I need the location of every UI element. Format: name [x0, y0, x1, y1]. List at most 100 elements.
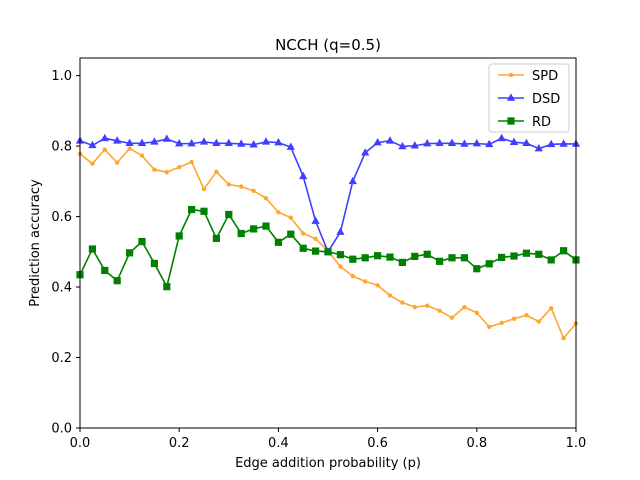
- data-point-spd: [350, 273, 355, 279]
- axes-layer: 0.0 0.2 0.4 0.6 0.8 1.0 0.0 0.2 0.4 0.6 0.8 1.0: [51, 69, 586, 451]
- data-point-spd: [301, 231, 306, 236]
- data-point-spd: [152, 167, 157, 172]
- data-point-dsd: [522, 138, 531, 147]
- legend: SPD DSD RD: [488, 63, 570, 133]
- data-point-spd: [115, 160, 120, 165]
- data-point-dsd: [423, 139, 432, 147]
- data-point-dsd: [88, 140, 97, 149]
- data-point-spd: [536, 319, 541, 324]
- data-point-spd: [189, 159, 194, 165]
- data-point-rd: [225, 210, 233, 219]
- data-point-dsd: [162, 134, 171, 142]
- legend-marker-dsd: [506, 93, 516, 101]
- data-point-spd: [226, 182, 231, 187]
- data-point-dsd: [100, 133, 109, 142]
- data-point-rd: [312, 247, 320, 255]
- data-point-rd: [448, 254, 456, 262]
- data-point-spd: [338, 264, 343, 269]
- data-point-spd: [449, 315, 455, 320]
- y-tick-label: 0.2: [51, 351, 72, 366]
- data-point-rd: [361, 254, 369, 262]
- data-point-spd: [375, 283, 380, 288]
- data-point-rd: [498, 253, 506, 262]
- y-tick-label: 1.0: [51, 69, 72, 84]
- data-point-spd: [462, 304, 467, 310]
- data-point-spd: [102, 147, 108, 152]
- data-point-dsd: [137, 138, 147, 147]
- plot-frame: [79, 57, 577, 429]
- data-point-dsd: [212, 138, 221, 147]
- data-point-dsd: [199, 137, 209, 145]
- data-point-dsd: [385, 136, 395, 144]
- data-point-spd: [437, 308, 442, 313]
- data-point-dsd: [497, 133, 506, 142]
- legend-label-dsd: DSD: [532, 92, 560, 107]
- data-point-dsd: [249, 140, 258, 148]
- data-point-rd: [386, 253, 394, 261]
- data-point-dsd: [348, 176, 357, 185]
- data-point-rd: [398, 258, 406, 266]
- data-point-rd: [101, 266, 109, 275]
- data-point-rd: [535, 250, 543, 258]
- data-point-rd: [138, 237, 146, 246]
- data-point-dsd: [150, 137, 159, 145]
- data-point-rd: [200, 207, 208, 215]
- data-point-dsd: [286, 142, 295, 150]
- data-point-spd: [177, 165, 182, 170]
- x-axis-label: Edge addition probability (p): [235, 456, 421, 471]
- data-point-dsd: [125, 138, 134, 147]
- data-point-rd: [175, 232, 183, 240]
- data-point-rd: [126, 249, 134, 257]
- data-point-rd: [287, 230, 295, 238]
- legend-frame: [488, 63, 570, 133]
- data-point-dsd: [175, 139, 184, 147]
- data-point-rd: [473, 265, 481, 273]
- data-point-spd: [90, 161, 95, 166]
- data-point-spd: [313, 236, 318, 241]
- data-point-spd: [251, 188, 256, 194]
- data-point-spd: [201, 186, 207, 192]
- data-point-spd: [524, 313, 529, 318]
- y-tick-label: 0.6: [51, 210, 72, 225]
- y-tick-label: 0.0: [51, 422, 72, 437]
- legend-label-rd: RD: [532, 115, 551, 130]
- x-tick-label: 0.0: [70, 436, 91, 451]
- data-point-dsd: [274, 137, 283, 146]
- data-point-dsd: [547, 139, 556, 148]
- data-point-rd: [212, 234, 220, 243]
- data-point-spd: [127, 146, 132, 151]
- legend-marker-spd: [508, 72, 514, 78]
- data-point-spd: [487, 324, 492, 330]
- data-point-spd: [164, 169, 169, 175]
- chart-title: NCCH (q=0.5): [275, 36, 381, 54]
- data-point-rd: [411, 252, 419, 260]
- data-point-dsd: [460, 139, 469, 147]
- data-point-dsd: [224, 138, 233, 147]
- data-point-rd: [374, 252, 382, 260]
- data-point-rd: [460, 254, 468, 262]
- data-point-dsd: [336, 227, 345, 235]
- data-point-rd: [349, 255, 357, 263]
- data-point-spd: [474, 310, 479, 315]
- data-point-dsd: [261, 137, 271, 145]
- data-point-rd: [485, 260, 493, 268]
- data-point-rd: [262, 222, 270, 230]
- data-point-dsd: [113, 136, 122, 144]
- data-point-dsd: [299, 171, 308, 180]
- data-point-rd: [113, 277, 121, 285]
- x-tick-label: 0.2: [169, 436, 190, 451]
- data-point-spd: [387, 293, 393, 298]
- legend-marker-rd: [507, 117, 515, 125]
- data-point-spd: [400, 300, 405, 305]
- data-point-spd: [263, 196, 269, 201]
- data-point-spd: [561, 335, 566, 341]
- data-point-rd: [336, 251, 344, 259]
- series-layer: [75, 133, 581, 341]
- x-tick-label: 0.8: [466, 436, 487, 451]
- data-point-rd: [423, 250, 431, 258]
- data-point-rd: [560, 247, 568, 255]
- x-tick-label: 0.6: [367, 436, 388, 451]
- data-point-spd: [288, 215, 293, 220]
- y-tick-label: 0.8: [51, 140, 72, 155]
